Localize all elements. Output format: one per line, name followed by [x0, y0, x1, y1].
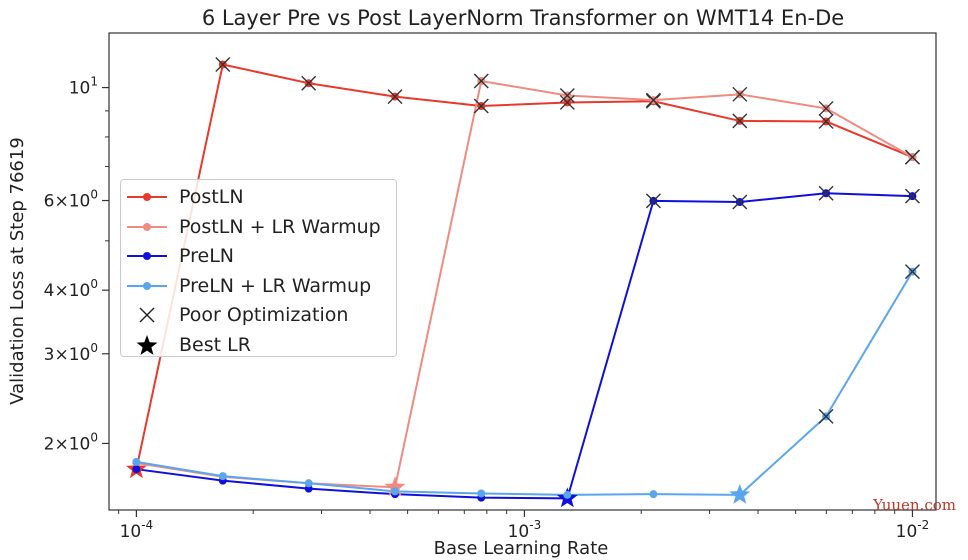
poor-optimization-marker [301, 75, 317, 91]
poor-optimization-marker [559, 87, 575, 103]
poor-optimization-marker [818, 408, 834, 424]
series-layer [135, 63, 914, 500]
poor-optimization-marker [818, 100, 834, 116]
legend-item-best-lr: Best LR [121, 330, 251, 360]
x-axis-label: Base Learning Rate [434, 538, 609, 559]
legend-item-poor-optimization: Poor Optimization [121, 300, 348, 330]
data-point-preln-lr-warmup [563, 490, 572, 499]
series-line-preln [136, 192, 913, 500]
x-tick-label: 10-3 [508, 518, 542, 542]
poor-optimization-marker [215, 57, 231, 73]
poor-optimization-marker [732, 113, 748, 129]
data-point-preln-lr-warmup [132, 457, 141, 466]
x-tick-label: 10-4 [120, 518, 154, 542]
poor-optimization-marker [904, 188, 920, 204]
legend-label: PreLN + LR Warmup [179, 274, 372, 297]
best-lr-star-postln-lr-warmup [384, 476, 406, 497]
legend: PostLN PostLN + LR Warmup PreLN PreLN + LR … [120, 179, 397, 357]
poor-optimization-marker [732, 86, 748, 102]
poor-optimization-marker [732, 194, 748, 210]
legend-label: PostLN + LR Warmup [179, 215, 381, 238]
legend-item-postln: PostLN [121, 182, 244, 212]
poor-optimization-marker [473, 73, 489, 89]
poor-optimization-marker [473, 98, 489, 114]
y-tick-label: 101 [69, 75, 98, 99]
legend-label: Best LR [179, 333, 251, 356]
legend-symbol [121, 182, 173, 212]
series-line-postln [135, 63, 913, 470]
legend-symbol [121, 241, 173, 271]
y-tick-label: 4×100 [44, 277, 98, 301]
legend-label: PreLN [179, 245, 235, 267]
poor-optimization-marker [818, 113, 834, 129]
best-lr-star-preln-lr-warmup [729, 483, 751, 504]
chart-title: 6 Layer Pre vs Post LayerNorm Transforme… [202, 6, 844, 30]
legend-item-postln-lr-warmup: PostLN + LR Warmup [121, 212, 381, 242]
y-tick-label: 2×100 [44, 430, 98, 454]
legend-item-preln: PreLN [121, 241, 234, 271]
x-tick-label: 10-2 [896, 518, 930, 542]
legend-item-preln-lr-warmup: PreLN + LR Warmup [121, 271, 371, 301]
plot-frame [108, 32, 937, 511]
poor-optimization-marker [818, 185, 834, 201]
legend-symbol [121, 300, 173, 330]
ticks-layer: 10-4 10-3 10-2 101 6×100 4×100 3×100 2×100 [44, 75, 930, 542]
data-point-preln [132, 465, 141, 474]
watermark: Yuuen.com [873, 496, 956, 514]
legend-symbol [121, 212, 173, 242]
legend-label: PostLN [179, 186, 244, 208]
series-line-preln-lr-warmup [136, 271, 914, 496]
data-point-preln-lr-warmup [649, 490, 658, 499]
poor-optimization-marker [904, 264, 920, 280]
legend-label: Poor Optimization [179, 304, 349, 326]
y-axis-label: Validation Loss at Step 76619 [7, 137, 28, 405]
y-tick-label: 6×100 [44, 188, 98, 212]
markers-layer [125, 57, 920, 508]
poor-optimization-marker [645, 193, 661, 209]
data-point-preln-lr-warmup [304, 479, 313, 488]
poor-optimization-marker [904, 149, 920, 165]
legend-symbol [121, 330, 173, 360]
legend-symbol [121, 271, 173, 301]
poor-optimization-marker [387, 89, 403, 105]
data-point-preln-lr-warmup [218, 472, 227, 481]
y-tick-label: 3×100 [44, 341, 98, 365]
poor-optimization-marker [645, 92, 661, 108]
data-point-preln-lr-warmup [391, 487, 400, 496]
data-point-preln-lr-warmup [477, 489, 486, 498]
poor-optimization-marker [559, 94, 575, 110]
